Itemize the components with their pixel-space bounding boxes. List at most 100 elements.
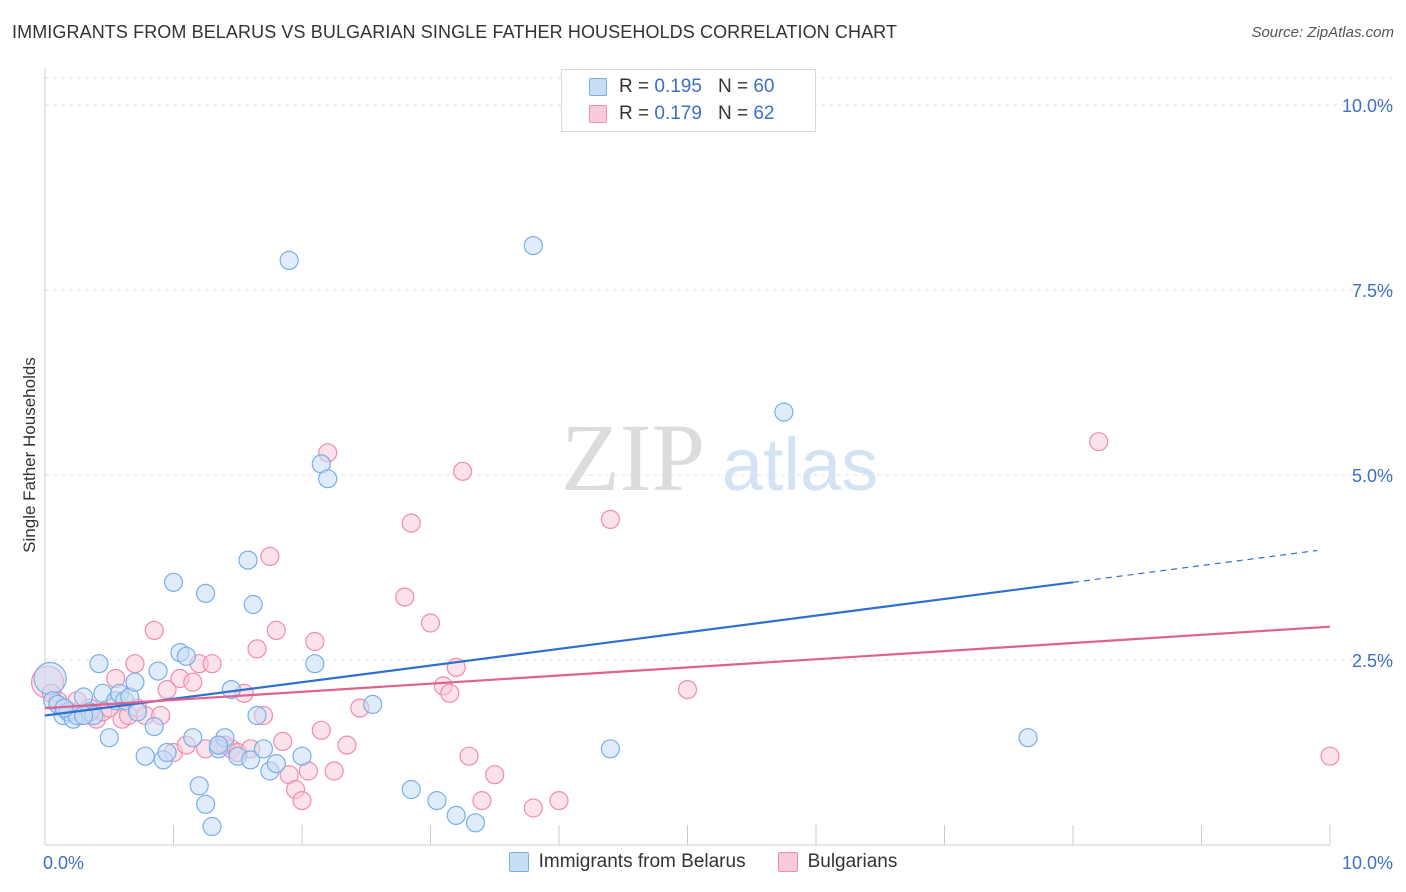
- legend-r-value: 0.179: [654, 103, 702, 124]
- correlation-legend: R = 0.195 N = 60 R = 0.179 N = 62: [561, 69, 816, 132]
- legend-item-bulgarians[interactable]: Bulgarians: [777, 851, 898, 873]
- point-bulgarians: [183, 672, 203, 692]
- chart-title: IMMIGRANTS FROM BELARUS VS BULGARIAN SIN…: [12, 22, 898, 42]
- point-bulgarians: [144, 620, 164, 641]
- point-belarus: [363, 694, 383, 715]
- point-bulgarians: [273, 731, 293, 752]
- point-bulgarians: [401, 513, 421, 533]
- x-tick-label: 0.0%: [43, 853, 84, 873]
- legend-swatch-belarus: [589, 78, 607, 96]
- point-bulgarians: [337, 735, 357, 755]
- point-bulgarians: [600, 509, 621, 530]
- y-tick-label: 10.0%: [1342, 96, 1393, 116]
- trend-line-belarus-extension: [1072, 549, 1318, 583]
- trend-lines: [44, 549, 1331, 717]
- point-bulgarians: [324, 761, 344, 781]
- point-bulgarians: [395, 587, 415, 607]
- point-belarus: [127, 702, 148, 722]
- legend-n-label: N =: [717, 76, 749, 97]
- point-bulgarians: [1320, 746, 1340, 766]
- y-tick-label: 2.5%: [1352, 651, 1393, 671]
- point-bulgarians: [260, 546, 280, 567]
- legend-row-belarus: R = 0.195 N = 60: [589, 74, 774, 100]
- legend-r-label: R =: [619, 76, 650, 97]
- point-bulgarians: [292, 790, 312, 811]
- point-bulgarians: [459, 746, 479, 766]
- point-belarus: [279, 250, 299, 270]
- point-bulgarians: [420, 613, 441, 633]
- watermark: ZIP atlas: [561, 404, 878, 511]
- gridlines: [45, 77, 1395, 661]
- point-bulgarians: [125, 654, 145, 674]
- point-belarus: [144, 716, 164, 737]
- trend-line-bulgarians: [44, 625, 1331, 710]
- point-belarus: [196, 794, 216, 814]
- point-bulgarians: [472, 790, 492, 811]
- point-bulgarians: [485, 765, 505, 785]
- point-bulgarians: [311, 720, 331, 740]
- point-belarus: [208, 735, 229, 755]
- point-belarus: [157, 742, 177, 763]
- point-bulgarians: [266, 620, 286, 641]
- axes: [44, 68, 1331, 846]
- watermark-zip: ZIP: [561, 404, 705, 511]
- tick-labels: 2.5% 5.0% 7.5% 10.0% 0.0% 10.0%: [43, 96, 1393, 873]
- point-belarus: [465, 813, 486, 833]
- point-belarus: [135, 746, 155, 766]
- point-belarus: [148, 661, 168, 681]
- legend-n-value: 60: [753, 76, 775, 97]
- point-belarus: [238, 550, 258, 570]
- point-belarus: [241, 750, 261, 770]
- point-belarus: [318, 469, 338, 489]
- point-belarus: [196, 583, 216, 604]
- point-bulgarians: [202, 654, 222, 674]
- legend-row-bulgarians: R = 0.179 N = 62: [589, 101, 774, 127]
- series-legend: Immigrants from Belarus Bulgarians: [0, 851, 1406, 873]
- point-belarus: [33, 661, 67, 696]
- point-belarus: [253, 739, 274, 759]
- legend-item-belarus[interactable]: Immigrants from Belarus: [508, 851, 746, 873]
- point-belarus: [125, 672, 145, 692]
- y-tick-label: 5.0%: [1352, 466, 1393, 486]
- point-belarus: [247, 705, 267, 726]
- legend-r-label: R =: [619, 103, 650, 124]
- point-belarus: [1018, 728, 1038, 748]
- point-belarus: [189, 776, 209, 796]
- point-belarus: [401, 779, 421, 800]
- legend-label-belarus: Immigrants from Belarus: [538, 851, 746, 872]
- point-belarus: [600, 739, 621, 759]
- y-tick-label: 7.5%: [1352, 281, 1393, 301]
- point-belarus: [523, 236, 543, 256]
- point-bulgarians: [305, 631, 325, 652]
- legend-swatch-bulgarians: [589, 105, 607, 123]
- point-belarus: [183, 728, 203, 748]
- point-belarus: [243, 594, 263, 615]
- point-belarus: [292, 746, 312, 766]
- point-belarus: [89, 654, 109, 674]
- legend-label-bulgarians: Bulgarians: [807, 851, 898, 872]
- point-belarus: [163, 572, 184, 592]
- legend-n-value: 62: [753, 103, 775, 124]
- point-bulgarians: [523, 798, 543, 818]
- point-bulgarians: [440, 683, 460, 703]
- watermark-atlas: atlas: [722, 423, 878, 506]
- point-bulgarians: [1089, 432, 1109, 452]
- point-belarus: [266, 753, 286, 774]
- point-belarus: [99, 728, 119, 748]
- legend-r-value: 0.195: [654, 76, 702, 97]
- point-belarus: [305, 654, 325, 674]
- legend-n-label: N =: [717, 103, 749, 124]
- x-tick-label: 10.0%: [1342, 853, 1393, 873]
- trend-line-belarus: [44, 581, 1074, 717]
- point-belarus: [202, 816, 222, 837]
- legend-swatch-bulgarians: [777, 852, 798, 872]
- point-belarus: [176, 646, 196, 666]
- point-bulgarians: [247, 639, 267, 659]
- point-bulgarians: [549, 790, 569, 811]
- point-belarus: [446, 805, 466, 826]
- legend-swatch-belarus: [508, 852, 529, 872]
- point-belarus: [774, 402, 794, 422]
- point-bulgarians: [453, 461, 473, 481]
- point-belarus: [427, 790, 447, 811]
